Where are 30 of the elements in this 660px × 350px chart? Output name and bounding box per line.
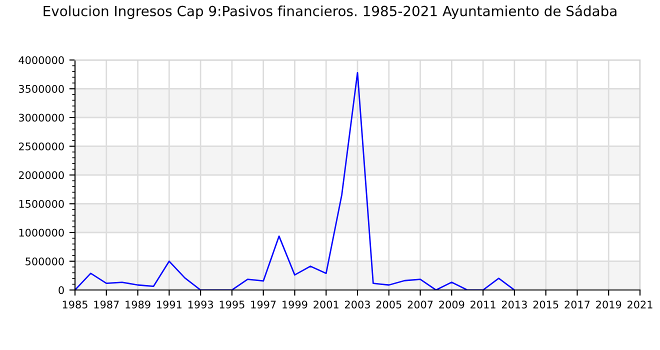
- x-tick-label: 1991: [157, 300, 182, 308]
- y-tick-label: 2500000: [18, 142, 64, 150]
- x-tick-label: 2005: [376, 300, 402, 308]
- x-tick-label: 2003: [345, 300, 370, 308]
- y-tick-label: 3500000: [18, 84, 64, 93]
- y-tick-label: 500000: [26, 257, 64, 266]
- x-tick-label: 1985: [62, 300, 88, 308]
- x-tick-label: 2001: [314, 300, 338, 308]
- x-tick-label: 2013: [502, 300, 527, 308]
- x-tick-label: 2019: [596, 300, 622, 308]
- x-tick-label: 2021: [628, 300, 652, 308]
- x-tick-label: 2007: [408, 300, 433, 308]
- x-tick-label: 2011: [470, 300, 496, 308]
- x-tick-label: 1993: [188, 300, 213, 308]
- y-tick-label: 4000000: [18, 56, 64, 64]
- y-tick-label: 0: [58, 286, 64, 294]
- x-tick-label: 1995: [220, 300, 244, 308]
- x-tick-label: 1997: [251, 300, 276, 308]
- y-tick-label: 1000000: [19, 228, 64, 237]
- y-tick-label: 2000000: [18, 171, 64, 180]
- x-tick-label: 2009: [439, 300, 464, 308]
- x-tick-label: 1987: [94, 300, 119, 308]
- x-tick-label: 1989: [126, 300, 150, 308]
- x-tick-label: 2015: [533, 300, 558, 308]
- line-series: [75, 72, 516, 290]
- y-tick-label: 1500000: [19, 200, 64, 208]
- x-tick-label: 1999: [282, 300, 308, 308]
- chart-title: Evolucion Ingresos Cap 9:Pasivos financieros. 1985-2021 Ayuntamiento de Sádaba: [44, 5, 616, 19]
- y-tick-label: 3000000: [18, 114, 64, 122]
- x-tick-label: 2017: [564, 300, 590, 308]
